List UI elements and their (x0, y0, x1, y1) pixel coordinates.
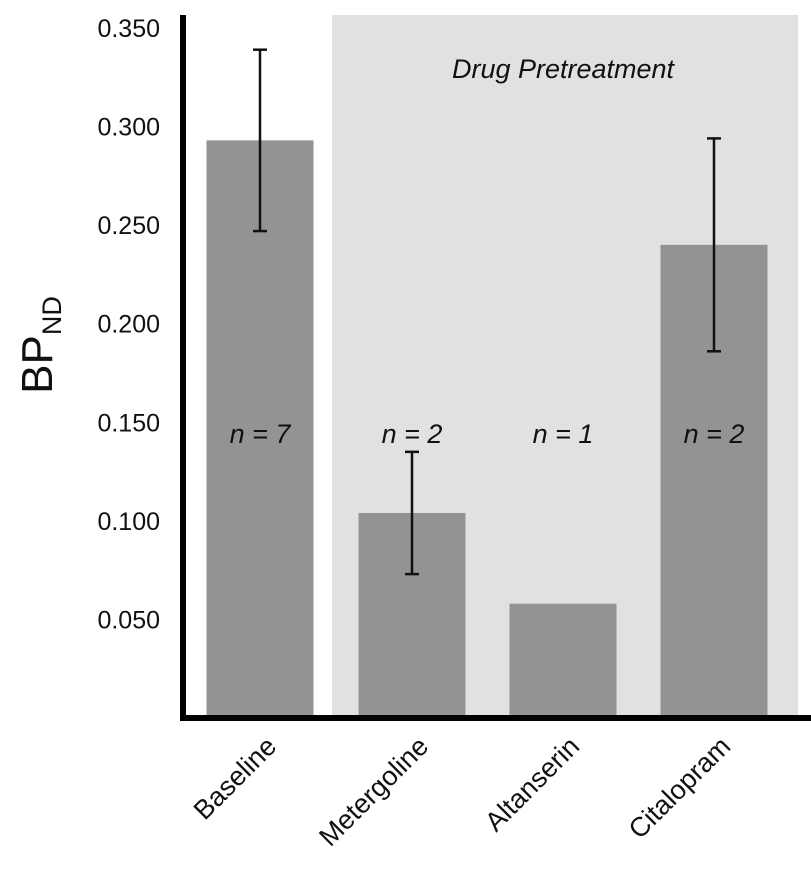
bar-altanserin (509, 603, 617, 718)
error-bar-baseline (253, 48, 267, 233)
category-label-metergoline: Metergoline (313, 731, 434, 852)
bar-baseline (206, 140, 314, 718)
drug-pretreatment-label: Drug Pretreatment (452, 54, 676, 84)
n-label-altanserin: n = 1 (533, 419, 594, 449)
y-tick-label: 0.200 (97, 311, 160, 339)
n-label-baseline: n = 7 (230, 419, 292, 449)
y-tick-label: 0.350 (97, 15, 160, 43)
category-label-citalopram: Citalopram (623, 731, 737, 845)
y-tick-label: 0.250 (97, 212, 160, 240)
y-tick-label: 0.150 (97, 409, 160, 437)
y-axis-label-subscript: ND (37, 296, 67, 335)
error-bar-metergoline (405, 450, 419, 576)
y-tick-label: 0.100 (97, 508, 160, 536)
y-tick-label: 0.050 (97, 606, 160, 634)
y-axis-label: BPND (13, 296, 67, 394)
n-label-citalopram: n = 2 (684, 419, 745, 449)
category-label-altanserin: Altanserin (479, 731, 585, 837)
y-axis-label-main: BP (13, 335, 62, 394)
error-bar-citalopram (707, 137, 721, 353)
category-label-baseline: Baseline (188, 731, 282, 825)
y-tick-label: 0.300 (97, 114, 160, 142)
n-label-metergoline: n = 2 (382, 419, 443, 449)
